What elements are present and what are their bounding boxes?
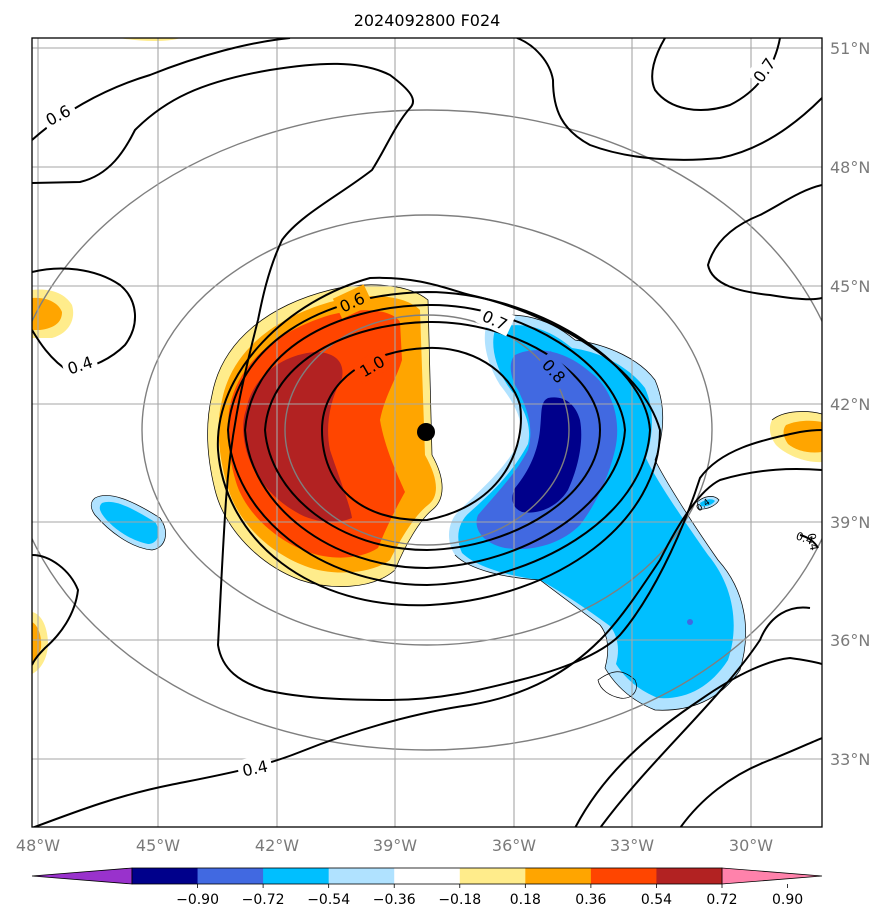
- contour-lines: [32, 38, 822, 827]
- gridlines: [32, 38, 822, 827]
- warm-right-edge-orange: [783, 420, 822, 453]
- colorbar-tick-label: 0.90: [772, 892, 803, 908]
- lon-tick-label: 33°W: [610, 836, 654, 855]
- lon-tick-label: 42°W: [255, 836, 299, 855]
- warm-top-strip: [120, 38, 180, 41]
- range-circles: [32, 109, 822, 751]
- lat-tick-labels: 51°N 48°N 45°N 42°N 39°N 36°N 33°N: [830, 39, 870, 769]
- colorbar-segment: [656, 868, 723, 884]
- contour-ring-1: [320, 346, 522, 522]
- colorbar-segment: [197, 868, 264, 884]
- contour-0.4-left-blob: [32, 267, 137, 374]
- map-area: 0.6 0.7 0.4 0.6 0.7 1.0 0.8 0.4 0.4 0.4 …: [32, 38, 822, 827]
- colorbar-frame: [131, 867, 723, 885]
- cool-small-sky-blue: [700, 499, 715, 507]
- warm-deep-red-region: [243, 352, 352, 522]
- colorbar-segment: [394, 868, 461, 884]
- colorbar-tick-label: 0.18: [510, 892, 541, 908]
- lat-tick-label: 33°N: [830, 750, 870, 769]
- range-circle-inner: [284, 314, 570, 546]
- map-frame: [31, 37, 823, 828]
- contour-label-group: 0.6 0.7 0.4 0.6 0.7 1.0 0.8 0.4 0.4 0.4 …: [38, 51, 821, 783]
- lon-tick-label: 36°W: [492, 836, 536, 855]
- negative-anomaly-shading: [91, 315, 746, 711]
- contour-label: 0.4: [794, 529, 815, 547]
- cool-sky-blue-region: [458, 325, 734, 699]
- colorbar-segment: [590, 868, 657, 884]
- lat-tick-label: 39°N: [830, 513, 870, 532]
- contour-label: 0.4: [805, 532, 821, 551]
- map-title: 2024092800 F024: [354, 11, 501, 30]
- colorbar-tick-label: −0.36: [373, 892, 416, 908]
- cool-navy-region: [512, 397, 582, 513]
- lon-tick-label: 39°W: [373, 836, 417, 855]
- contour-0.6-top-left: [32, 38, 291, 141]
- colorbar-tick-label: 0.72: [706, 892, 737, 908]
- lon-tick-labels: 48°W 45°W 42°W 39°W 36°W 33°W 30°W: [16, 836, 773, 855]
- colorbar-segment: [132, 868, 199, 884]
- contour-label: 0.7: [749, 54, 779, 86]
- colorbar: −0.90 −0.72 −0.54 −0.36 −0.18 0.18 0.36 0.54 0.7…: [31, 867, 823, 908]
- lat-tick-label: 45°N: [830, 277, 870, 296]
- warm-lower-left-orange: [32, 622, 42, 662]
- contour-0.6-upper-left: [32, 62, 415, 321]
- colorbar-segment: [525, 868, 592, 884]
- colorbar-segment: [263, 868, 330, 884]
- contour-0.6-ring: [216, 276, 662, 607]
- storm-center-marker: [417, 423, 435, 441]
- colorbar-tick-label: 0.54: [641, 892, 672, 908]
- contour-ring-3: [243, 303, 627, 570]
- lon-tick-label: 45°W: [136, 836, 180, 855]
- contour-right-small: [799, 534, 819, 549]
- colorbar-tick-label: −0.54: [307, 892, 350, 908]
- lat-tick-label: 48°N: [830, 158, 870, 177]
- contour-ring-2: [263, 320, 602, 552]
- lon-tick-label: 30°W: [729, 836, 773, 855]
- colorbar-extend-high: [721, 867, 823, 885]
- colorbar-segment: [459, 868, 526, 884]
- cool-tiny-royal-blue: [687, 619, 693, 625]
- contour-lower-right-2: [679, 737, 822, 827]
- shading-outlines: [90, 284, 822, 711]
- range-circle-outer: [32, 109, 822, 751]
- colorbar-tick-label: −0.72: [242, 892, 285, 908]
- colorbar-tick-label: 0.36: [575, 892, 606, 908]
- contour-0.4-inner-loop: [216, 319, 822, 702]
- lon-tick-label: 48°W: [16, 836, 60, 855]
- contour-lower-right-3: [599, 606, 811, 827]
- contour-0.7-top: [516, 38, 822, 161]
- contour-label: 0.4: [241, 757, 270, 781]
- cool-left-sky-blue: [99, 501, 159, 544]
- contour-0.4-right-upper: [706, 184, 822, 301]
- lat-tick-label: 42°N: [830, 395, 870, 414]
- lat-tick-label: 36°N: [830, 631, 870, 650]
- contour-0.4-long: [32, 468, 822, 827]
- lat-tick-label: 51°N: [830, 39, 870, 58]
- colorbar-segment: [328, 868, 395, 884]
- colorbar-tick-label: −0.18: [438, 892, 481, 908]
- colorbar-extend-low: [31, 867, 133, 885]
- colorbar-tick-label: −0.90: [176, 892, 219, 908]
- contour-0.4-lower-left: [32, 554, 80, 666]
- range-circle-middle: [141, 214, 713, 646]
